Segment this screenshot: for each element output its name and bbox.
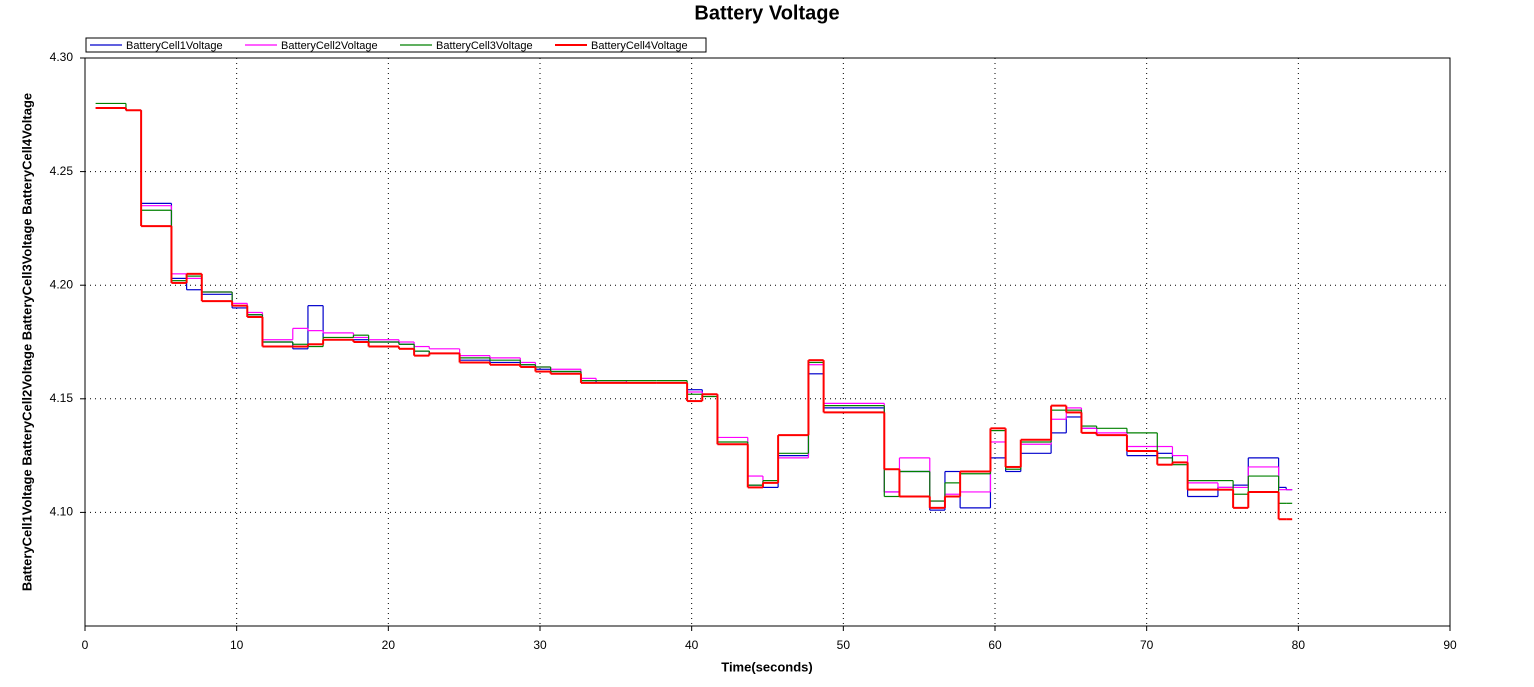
x-tick-label: 70 <box>1140 638 1154 652</box>
legend-label: BatteryCell1Voltage <box>126 40 223 52</box>
x-tick-label: 90 <box>1443 638 1457 652</box>
legend-label: BatteryCell3Voltage <box>436 40 533 52</box>
x-tick-label: 60 <box>988 638 1002 652</box>
legend-box <box>85 37 707 53</box>
legend-label: BatteryCell4Voltage <box>591 40 688 52</box>
y-axis-label: BatteryCell1Voltage BatteryCell2Voltage … <box>19 93 34 591</box>
x-tick-label: 40 <box>685 638 699 652</box>
x-tick-label: 0 <box>82 638 89 652</box>
chart-title: Battery Voltage <box>694 2 839 24</box>
legend-label: BatteryCell2Voltage <box>281 40 378 52</box>
y-tick-label: 4.25 <box>50 164 74 178</box>
x-axis-label: Time(seconds) <box>721 659 813 674</box>
y-tick-label: 4.20 <box>50 277 74 291</box>
x-tick-label: 20 <box>382 638 396 652</box>
y-tick-label: 4.30 <box>50 50 74 64</box>
x-tick-label: 50 <box>837 638 851 652</box>
y-tick-label: 4.10 <box>50 505 74 519</box>
x-tick-label: 30 <box>533 638 547 652</box>
plot-frame <box>84 57 1451 627</box>
x-tick-label: 80 <box>1292 638 1306 652</box>
y-tick-label: 4.15 <box>50 391 74 405</box>
x-tick-label: 10 <box>230 638 244 652</box>
